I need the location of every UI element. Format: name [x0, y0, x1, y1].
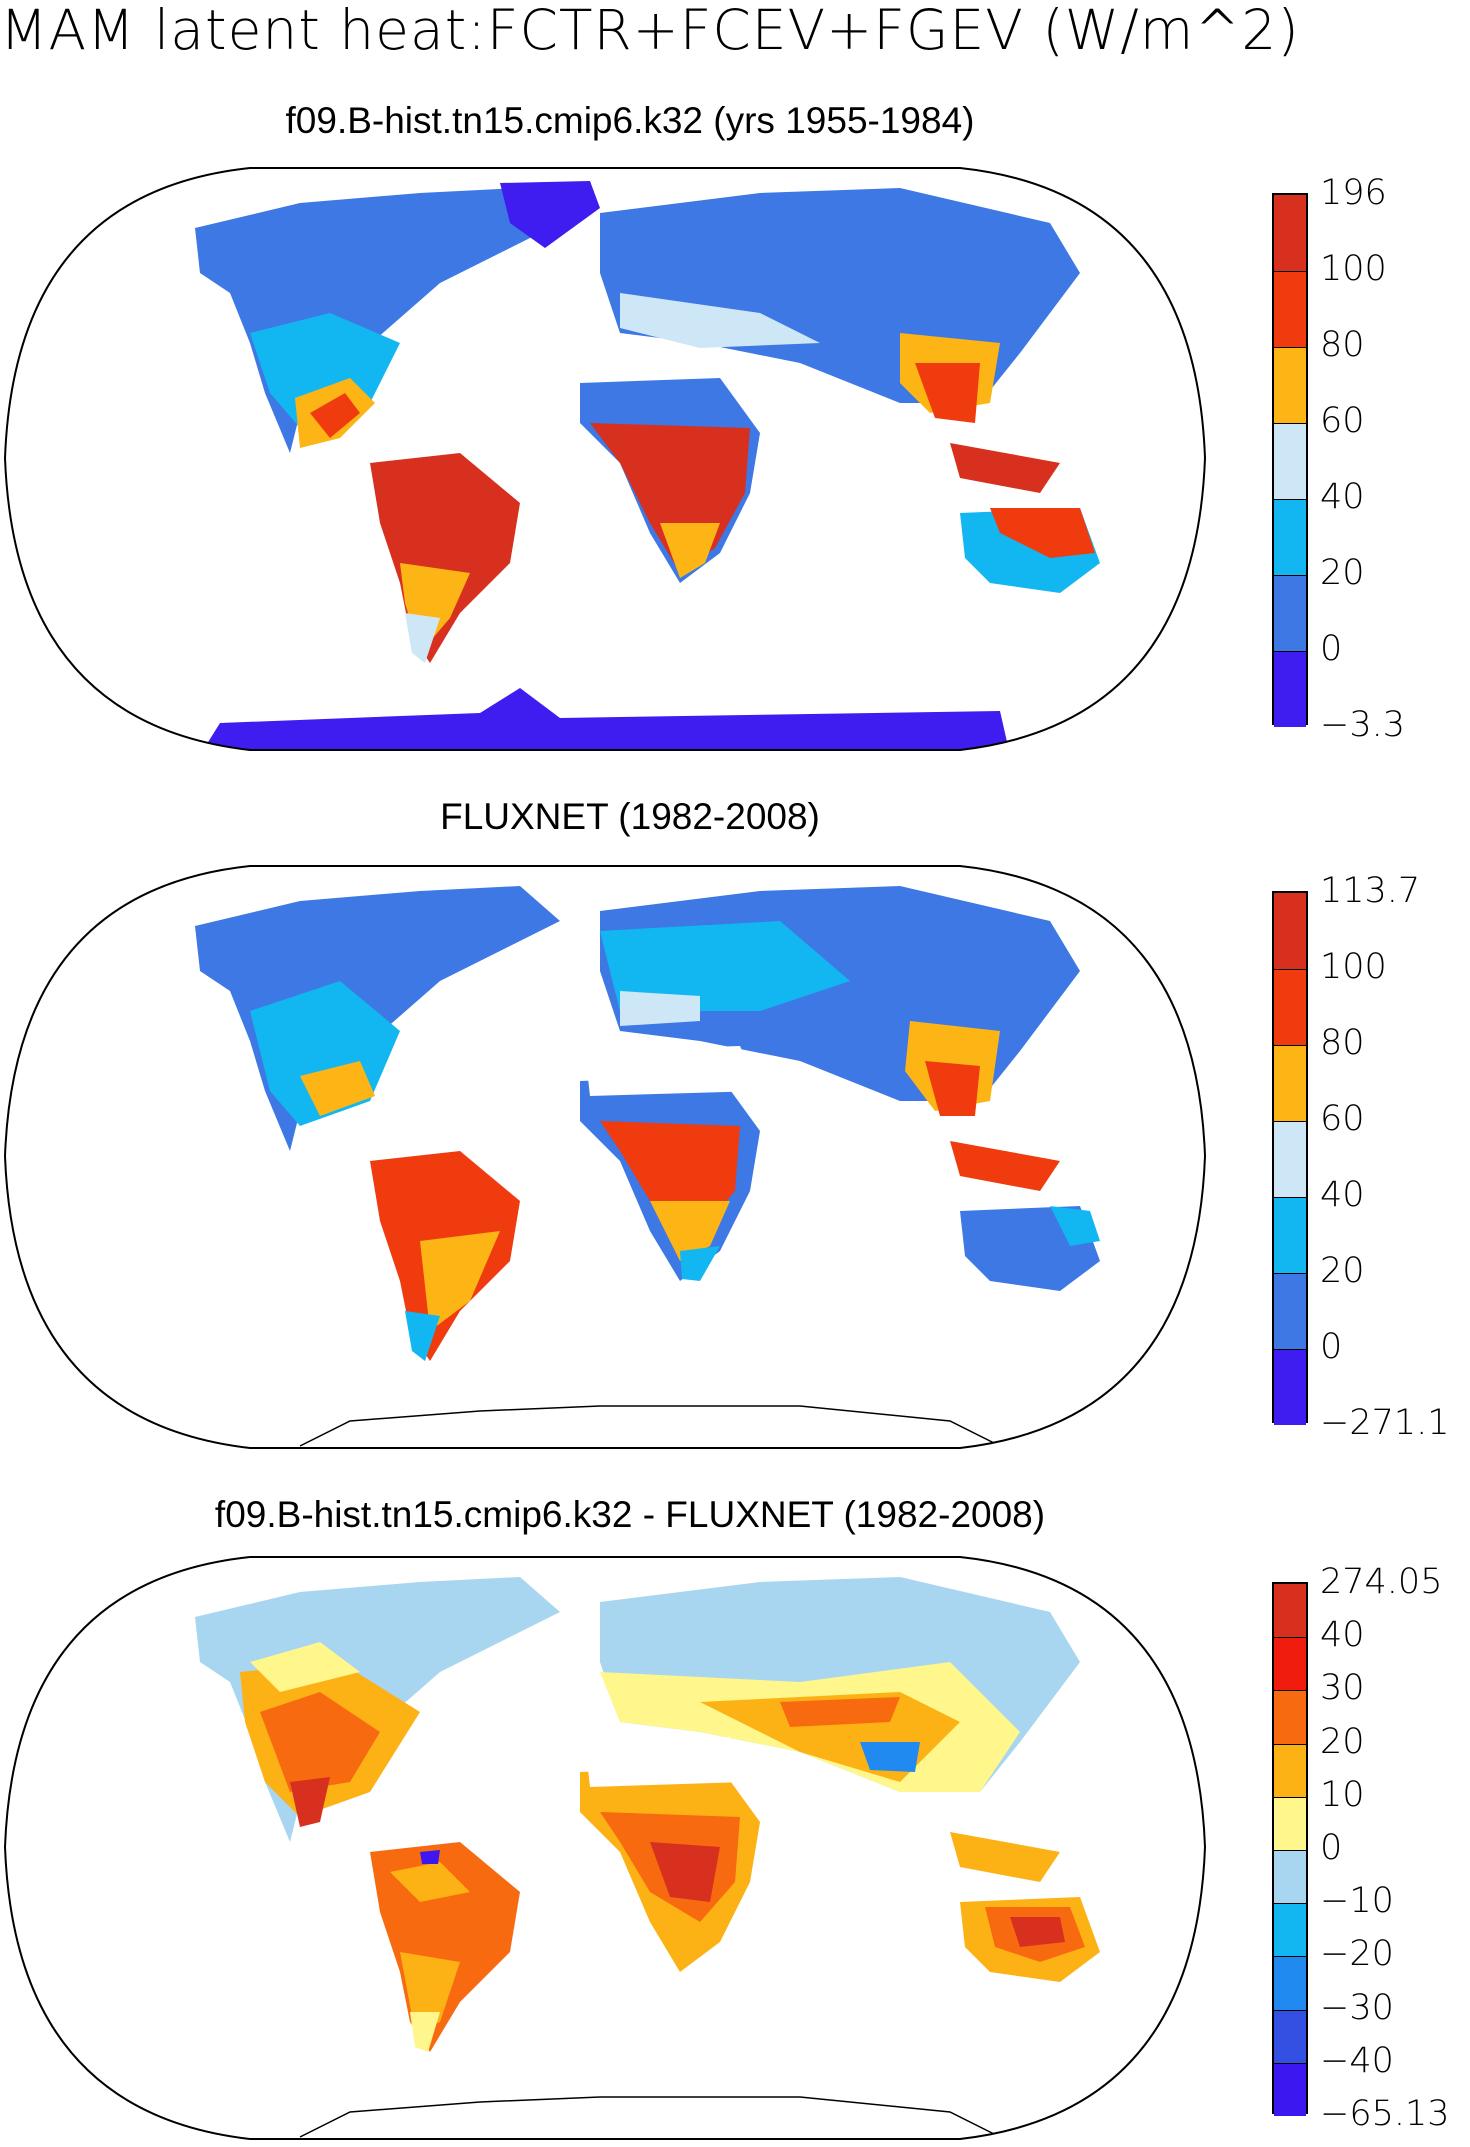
colorbar-tick-label: 113.7 — [1320, 871, 1421, 911]
eurasia-region — [600, 188, 1080, 403]
colorbar-tick-label: −3.3 — [1320, 705, 1405, 745]
colorbar-swatch — [1274, 1045, 1306, 1121]
colorbar-tick-label: −10 — [1320, 1881, 1394, 1922]
colorbar-tick-label: 40 — [1320, 477, 1365, 517]
colorbar-swatch — [1274, 1273, 1306, 1349]
colorbar-swatch — [1274, 651, 1306, 727]
colorbar-tick-label: 0 — [1320, 629, 1343, 669]
colorbar-tick-label: 0 — [1320, 1828, 1343, 1868]
greenland-region — [500, 181, 600, 248]
colorbar-swatch — [1274, 1849, 1306, 1904]
colorbar-tick-label: −40 — [1320, 2040, 1394, 2081]
colorbar-swatches — [1272, 891, 1308, 1425]
colorbar-tick-label: 40 — [1320, 1175, 1365, 1215]
colorbar-tick-label: −271.1 — [1320, 1403, 1450, 1443]
colorbar-swatch — [1274, 1197, 1306, 1273]
colorbar-tick-label: 20 — [1320, 1251, 1365, 1291]
colorbar-swatch — [1274, 1743, 1306, 1797]
colorbar-swatch — [1274, 893, 1306, 969]
colorbar-swatch — [1274, 1903, 1306, 1957]
colorbar-swatch — [1274, 1584, 1306, 1638]
colorbar-swatch — [1274, 575, 1306, 651]
colorbar-tick-label: 20 — [1320, 1721, 1365, 1762]
colorbar-swatches — [1272, 193, 1308, 727]
colorbar-swatch — [1274, 423, 1306, 499]
colorbar-tick-label: 60 — [1320, 1099, 1365, 1139]
south-america-region — [370, 453, 520, 663]
colorbar-swatch — [1274, 195, 1306, 271]
colorbar-swatch — [1274, 271, 1306, 347]
colorbar-swatch — [1274, 2062, 1306, 2116]
panel-2-map — [3, 865, 1207, 1449]
antarctica-outline — [299, 1405, 1001, 1447]
colorbar-swatch — [1274, 1121, 1306, 1197]
colorbar-tick-label: 60 — [1320, 401, 1365, 441]
panel-3-title: f09.B-hist.tn15.cmip6.k32 - FLUXNET (198… — [214, 1494, 1046, 1535]
panel-1-map — [3, 167, 1207, 751]
colorbar-swatches — [1272, 1582, 1308, 2116]
colorbar-swatch — [1274, 347, 1306, 423]
colorbar-tick-label: 80 — [1320, 1023, 1365, 1063]
north-america-region — [195, 188, 560, 453]
colorbar-swatch — [1274, 2009, 1306, 2063]
antarctica-outline — [299, 2096, 1001, 2138]
colorbar-swatch — [1274, 1349, 1306, 1425]
colorbar-swatch — [1274, 1796, 1306, 1850]
colorbar-tick-label: 196 — [1320, 173, 1387, 213]
panel-3-map — [3, 1556, 1207, 2140]
colorbar-tick-label: 10 — [1320, 1774, 1365, 1815]
colorbar-swatch — [1274, 969, 1306, 1045]
colorbar-tick-label: 80 — [1320, 325, 1365, 365]
antarctica-region — [200, 688, 1010, 750]
colorbar-swatch — [1274, 1637, 1306, 1691]
colorbar-swatch — [1274, 499, 1306, 575]
south-america-region — [370, 1842, 520, 2052]
colorbar-tick-label: 100 — [1320, 249, 1387, 289]
colorbar-tick-label: 20 — [1320, 553, 1365, 593]
colorbar-swatch — [1274, 1956, 1306, 2010]
colorbar-tick-label: −20 — [1320, 1934, 1394, 1975]
colorbar-tick-label: 40 — [1320, 1615, 1365, 1656]
colorbar-tick-label: −30 — [1320, 1987, 1394, 2028]
colorbar-tick-label: 0 — [1320, 1327, 1343, 1367]
colorbar-tick-label: 30 — [1320, 1668, 1365, 1709]
main-title: MAM latent heat:FCTR+FCEV+FGEV (W/m^2) — [0, 0, 1300, 62]
colorbar-tick-label: 100 — [1320, 947, 1387, 987]
panel-2-title: FLUXNET (1982-2008) — [440, 796, 820, 837]
panel-1-title: f09.B-hist.tn15.cmip6.k32 (yrs 1955-1984… — [285, 100, 975, 141]
colorbar-tick-label: 274.05 — [1320, 1562, 1443, 1602]
colorbar-tick-label: −65.13 — [1320, 2094, 1450, 2134]
colorbar-swatch — [1274, 1690, 1306, 1744]
